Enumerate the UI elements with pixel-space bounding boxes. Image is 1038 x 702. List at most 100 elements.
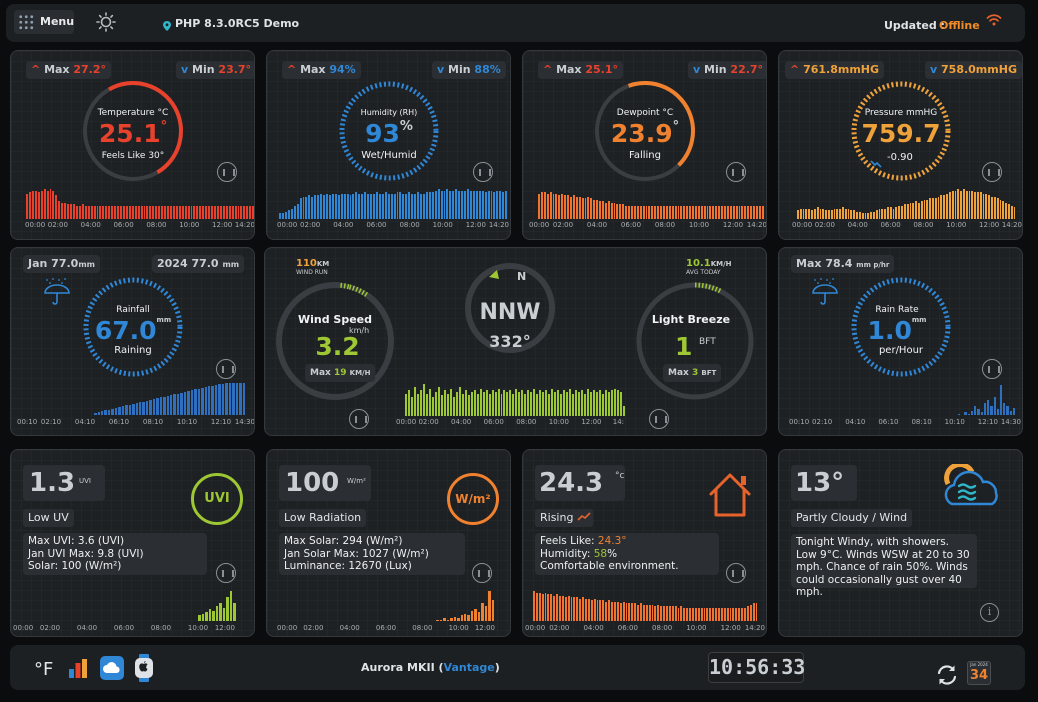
calendar-icon[interactable]: Jan 2024 34	[967, 661, 991, 685]
chart-bar	[741, 205, 744, 219]
chart-bar	[875, 210, 878, 219]
chart-bar	[578, 196, 581, 219]
chart-bar	[208, 205, 211, 219]
chart-bar	[732, 607, 735, 621]
cloud-app-icon[interactable]	[100, 656, 124, 680]
chart-toggle-icon[interactable]	[982, 359, 1002, 379]
humidity-title: Humidity (RH)	[360, 108, 418, 117]
rainrate-gauge	[851, 277, 951, 377]
tick-label: 02:10	[812, 418, 833, 426]
beaufort-gauge	[636, 282, 754, 400]
chart-bar	[827, 210, 830, 219]
chart-bar	[132, 403, 135, 415]
fahrenheit-toggle[interactable]: °F	[34, 659, 54, 680]
chart-bar	[668, 606, 671, 621]
chart-bar	[694, 205, 697, 219]
chart-bar	[605, 601, 608, 621]
chart-bar	[830, 210, 833, 219]
menu-button[interactable]: Menu	[14, 10, 74, 34]
chart-bar	[662, 205, 665, 219]
chart-bar	[906, 204, 909, 219]
chart-bar	[613, 388, 616, 416]
chart-bar	[475, 190, 478, 219]
chart-bar	[651, 205, 654, 219]
chart-bar	[957, 413, 961, 415]
station-link[interactable]: Vantage	[443, 661, 495, 674]
chart-bar	[481, 603, 484, 621]
chart-bar	[64, 202, 67, 219]
chart-bar	[957, 189, 960, 219]
chart-toggle-icon[interactable]	[982, 162, 1002, 182]
chart-bar	[70, 204, 72, 219]
chart-bar	[864, 213, 867, 219]
refresh-icon[interactable]	[936, 664, 958, 686]
chart-bar	[219, 603, 222, 621]
chart-bar	[61, 202, 64, 219]
chart-bar	[697, 607, 700, 621]
indoor-tag: Rising	[535, 509, 593, 527]
chart-toggle-icon[interactable]	[217, 162, 237, 182]
chart-bar	[84, 205, 87, 219]
chart-bar	[923, 199, 926, 219]
chart-bar	[622, 204, 625, 219]
info-icon[interactable]: i	[980, 603, 999, 622]
chart-bar	[43, 189, 46, 219]
chart-toggle-icon[interactable]	[349, 409, 369, 429]
rainfall-card: Jan 77.0mm 2024 77.0 mm Rainfall 67.0mm …	[10, 247, 255, 436]
chart-bar	[563, 390, 566, 416]
forecast-tag: Partly Cloudy / Wind	[791, 509, 913, 527]
tick-label: 12:00	[979, 221, 1000, 229]
watch-icon[interactable]	[134, 654, 154, 682]
chart-toggle-icon[interactable]	[726, 563, 746, 583]
chart-bar	[937, 196, 940, 219]
chart-bar	[178, 205, 181, 219]
temperature-title: Temperature °C	[97, 108, 169, 118]
chart-bar	[477, 612, 481, 621]
tick-label: 12:00	[474, 624, 495, 632]
tick-label: 00:00	[396, 418, 417, 426]
wind-speed-gauge	[276, 282, 394, 400]
chart-bar	[1003, 403, 1006, 415]
chart-toggle-icon[interactable]	[726, 162, 746, 182]
chart-bar	[439, 619, 443, 621]
chart-bar	[567, 595, 570, 621]
chart-bar	[616, 390, 619, 416]
chart-bar	[467, 615, 470, 621]
chart-bar	[575, 196, 578, 219]
chart-toggle-icon[interactable]	[473, 162, 493, 182]
humidity-ticks: 00:00 02:00 04:00 06:00 08:00 10:00 12:00 14:20	[277, 221, 509, 231]
chart-bar	[619, 603, 622, 621]
chart-toggle-icon[interactable]	[216, 563, 236, 583]
chart-bar	[579, 598, 582, 621]
tick-label: 10:00	[688, 221, 710, 229]
chart-bar	[240, 205, 243, 219]
chart-bar	[114, 407, 118, 415]
chart-bar	[703, 205, 706, 219]
chart-bar	[665, 205, 668, 219]
chart-bar	[948, 192, 951, 219]
arrow-down-icon: v	[181, 63, 189, 76]
indoor-value: 24.3 °c	[535, 465, 625, 501]
chart-bar	[639, 205, 642, 219]
chart-bar	[654, 606, 657, 621]
chart-bar	[431, 192, 434, 219]
rainrate-card: Max 78.4 mm p/hr Rain Rate 1.0mm per/Hou…	[778, 247, 1023, 436]
chart-toggle-icon[interactable]	[216, 359, 236, 379]
chart-toggle-icon[interactable]	[649, 409, 669, 429]
bar-chart-icon[interactable]	[68, 659, 88, 678]
chart-toggle-icon[interactable]	[472, 563, 492, 583]
tick-label: 12:00	[581, 418, 602, 426]
indoor-details: Feels Like: 24.3° Humidity: 58% Comforta…	[535, 533, 719, 575]
theme-sun-icon[interactable]	[96, 12, 116, 32]
site-title[interactable]: PHP 8.3.0RC5 Demo	[175, 17, 300, 30]
chart-bar	[431, 396, 434, 416]
chart-bar	[152, 399, 156, 415]
chart-bar	[587, 196, 590, 219]
chart-bar	[149, 205, 152, 219]
chart-bar	[214, 384, 218, 415]
chart-bar	[193, 205, 196, 219]
uv-tag: Low UV	[23, 509, 74, 527]
chart-bar	[607, 392, 610, 416]
chart-bar	[457, 618, 460, 621]
tick-label: 02:00	[39, 624, 61, 632]
